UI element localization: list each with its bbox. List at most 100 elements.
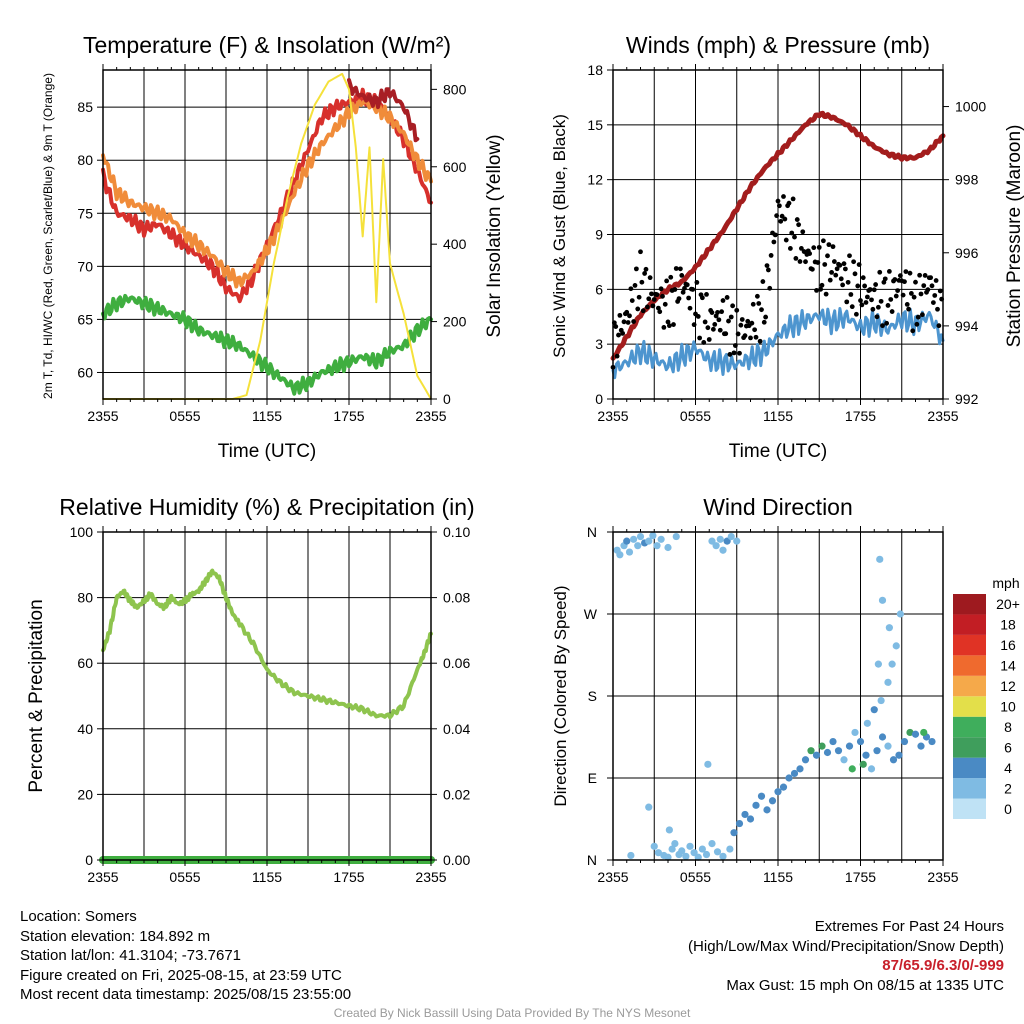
- gust-point: [819, 282, 825, 288]
- direction-point: [671, 840, 679, 848]
- gust-point: [639, 279, 645, 285]
- direction-point: [668, 845, 676, 853]
- y-tick-label-4: N: [587, 852, 597, 868]
- gust-point: [701, 340, 707, 345]
- gust-point: [880, 323, 885, 329]
- gust-point: [830, 244, 836, 250]
- direction-point: [774, 788, 782, 796]
- direction-point: [790, 769, 799, 778]
- y-tick-label-1: 70: [77, 258, 93, 274]
- direction-point: [917, 742, 925, 750]
- direction-point: [664, 543, 672, 552]
- x-axis-label-2: Time (UTC): [729, 441, 828, 462]
- gust-point: [649, 291, 654, 297]
- gust-point: [877, 269, 883, 275]
- direction-point: [616, 551, 624, 559]
- gust-point: [673, 266, 679, 271]
- y-tick-label-2: 0: [595, 391, 603, 407]
- gust-point: [888, 297, 894, 302]
- gust-point: [752, 327, 758, 333]
- direction-point: [719, 546, 727, 554]
- chart-title-2: Winds (mph) & Pressure (mb): [626, 32, 930, 58]
- gust-point: [800, 229, 806, 235]
- direction-point: [768, 797, 777, 805]
- gust-point: [790, 196, 796, 202]
- gust-point: [933, 278, 939, 283]
- gust-point: [672, 287, 678, 292]
- gust-point: [697, 335, 703, 341]
- gust-point: [895, 288, 901, 293]
- gust-point: [720, 298, 726, 303]
- gust-point: [716, 317, 722, 323]
- direction-point: [785, 774, 793, 782]
- x-tick-label-4: 2355: [927, 869, 958, 885]
- colorbar-label: 2: [1004, 780, 1012, 796]
- gust-point: [759, 307, 764, 313]
- y-tick-label-2: 9: [595, 227, 603, 243]
- x-tick-label-1: 1755: [333, 408, 364, 424]
- direction-point: [878, 733, 887, 741]
- colorbar-swatch: [953, 655, 986, 676]
- direction-point: [812, 751, 821, 759]
- gust-point: [826, 242, 832, 248]
- gust-point: [889, 309, 895, 314]
- direction-point: [645, 537, 653, 545]
- gust-point: [717, 327, 723, 333]
- colorbar-swatch: [953, 614, 986, 635]
- gust-point: [853, 311, 859, 317]
- gust-point: [937, 288, 943, 294]
- direction-point: [627, 851, 635, 860]
- extremes-info: Extremes For Past 24 Hours (High/Low/Max…: [688, 917, 1004, 995]
- series-line-2: [611, 307, 945, 380]
- gust-point: [658, 286, 664, 292]
- colorbar-swatch: [953, 716, 986, 738]
- direction-point: [672, 532, 680, 541]
- y2-tick-label-3: 0.00: [443, 852, 470, 868]
- x-tick-label-1: 2355: [415, 408, 446, 424]
- gust-point: [921, 283, 927, 289]
- gust-point: [919, 312, 925, 318]
- gust-point: [629, 298, 635, 303]
- gust-point: [737, 350, 742, 356]
- gust-point: [906, 306, 912, 312]
- direction-point: [920, 728, 928, 737]
- gust-point: [867, 287, 873, 292]
- direction-point: [884, 742, 892, 750]
- gust-point: [756, 301, 762, 306]
- gust-point: [616, 332, 621, 338]
- gust-point: [903, 269, 909, 274]
- direction-point: [712, 542, 720, 550]
- gust-point: [734, 307, 740, 313]
- gust-point: [848, 292, 854, 297]
- direction-point: [664, 853, 672, 861]
- gust-point: [845, 279, 851, 285]
- colorbar-swatch: [953, 737, 986, 758]
- y-tick-label-4: S: [588, 688, 597, 704]
- gust-point: [831, 259, 837, 264]
- colorbar-label: 10: [1000, 699, 1016, 715]
- gust-point: [842, 266, 848, 272]
- gust-point: [719, 309, 725, 315]
- gust-point: [646, 296, 652, 302]
- y2-tick-label-3: 0.10: [443, 524, 470, 540]
- direction-point: [634, 542, 642, 550]
- gust-point: [665, 319, 671, 325]
- gust-point: [929, 283, 935, 289]
- gust-point: [715, 310, 720, 315]
- colorbar-label: 8: [1004, 719, 1012, 735]
- gust-point: [904, 301, 910, 307]
- gust-point: [851, 259, 857, 265]
- direction-point: [906, 728, 914, 737]
- gust-point: [884, 320, 890, 326]
- gust-point: [726, 318, 731, 324]
- colorbar-swatch: [953, 634, 986, 656]
- gust-point: [914, 321, 920, 327]
- y2-tick-label-1: 400: [443, 236, 467, 252]
- direction-point: [708, 840, 716, 848]
- direction-point: [757, 792, 766, 800]
- gust-point: [768, 253, 774, 258]
- gust-point: [754, 293, 760, 299]
- gust-point: [735, 331, 741, 337]
- gust-point: [640, 308, 646, 314]
- direction-point: [876, 555, 884, 563]
